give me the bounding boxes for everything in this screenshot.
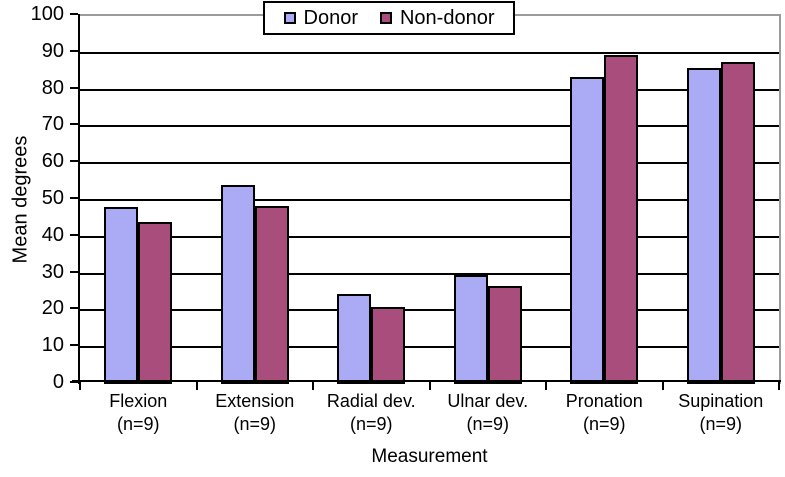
x-axis-title: Measurement <box>371 446 488 467</box>
bar-non-donor-extension <box>254 205 289 384</box>
non-donor-swatch-icon <box>379 12 392 24</box>
x-category-label-supination: Supination (n=9) <box>678 391 764 434</box>
bar-donor-ulnar-dev- <box>453 275 488 384</box>
y-tick-label-30: 30 <box>41 260 64 283</box>
y-tick-30 <box>70 270 78 273</box>
chart-legend: Donor Non-donor <box>263 1 515 35</box>
y-tick-80 <box>70 86 78 89</box>
legend-item-non-donor: Non-donor <box>379 6 495 30</box>
legend-item-donor: Donor <box>283 6 358 30</box>
y-axis-line <box>78 14 80 384</box>
gridline-y20 <box>80 309 779 312</box>
x-tick-1 <box>195 382 198 390</box>
y-tick-label-80: 80 <box>41 76 64 99</box>
y-tick-0 <box>70 381 78 383</box>
gridline-y80 <box>80 88 779 91</box>
y-tick-90 <box>70 49 78 52</box>
y-tick-100 <box>70 13 78 15</box>
y-tick-label-20: 20 <box>41 297 64 320</box>
y-tick-60 <box>70 160 78 163</box>
gridline-y60 <box>80 162 779 165</box>
gridline-y10 <box>80 346 779 349</box>
bar-non-donor-radial-dev- <box>371 306 406 384</box>
x-tick-5 <box>661 382 664 390</box>
bar-donor-radial-dev- <box>337 293 372 384</box>
bar-non-donor-pronation <box>604 54 639 384</box>
y-tick-label-90: 90 <box>41 39 64 62</box>
bar-donor-extension <box>220 185 255 384</box>
y-tick-label-100: 100 <box>30 3 64 25</box>
y-tick-label-60: 60 <box>41 150 64 173</box>
gridline-y90 <box>80 51 779 54</box>
x-tick-4 <box>545 382 547 390</box>
legend-label-non-donor: Non-donor <box>399 6 495 29</box>
bar-non-donor-supination <box>720 62 755 384</box>
plot-area <box>80 14 781 384</box>
gridline-y50 <box>80 199 779 201</box>
gridline-y40 <box>80 235 779 238</box>
x-tick-2 <box>312 382 314 390</box>
bar-non-donor-ulnar-dev- <box>487 286 522 384</box>
y-tick-label-50: 50 <box>41 187 64 209</box>
bar-donor-pronation <box>570 76 605 384</box>
y-tick-20 <box>70 307 78 310</box>
donor-swatch-icon <box>283 12 296 24</box>
bar-non-donor-flexion <box>138 222 173 384</box>
y-tick-70 <box>70 123 78 126</box>
x-category-label-ulnar-dev-: Ulnar dev. (n=9) <box>447 391 529 434</box>
gridline-y70 <box>80 125 779 128</box>
y-tick-label-40: 40 <box>41 223 64 246</box>
legend-label-donor: Donor <box>303 6 358 29</box>
bar-donor-flexion <box>104 207 139 384</box>
y-tick-50 <box>70 197 78 199</box>
x-tick-3 <box>428 382 431 390</box>
x-category-label-pronation: Pronation (n=9) <box>565 391 643 434</box>
y-tick-10 <box>70 344 78 347</box>
x-category-label-extension: Extension (n=9) <box>215 391 295 434</box>
y-tick-label-70: 70 <box>41 113 64 136</box>
y-tick-label-0: 0 <box>52 371 64 393</box>
x-axis-line <box>72 380 781 382</box>
y-tick-label-10: 10 <box>41 334 64 357</box>
x-tick-6 <box>778 382 780 390</box>
bar-donor-supination <box>686 67 721 384</box>
y-tick-40 <box>70 233 78 236</box>
gridline-y30 <box>80 272 779 275</box>
x-tick-0 <box>79 382 81 390</box>
x-category-label-radial-dev-: Radial dev. (n=9) <box>326 391 416 434</box>
x-category-label-flexion: Flexion (n=9) <box>109 391 168 434</box>
